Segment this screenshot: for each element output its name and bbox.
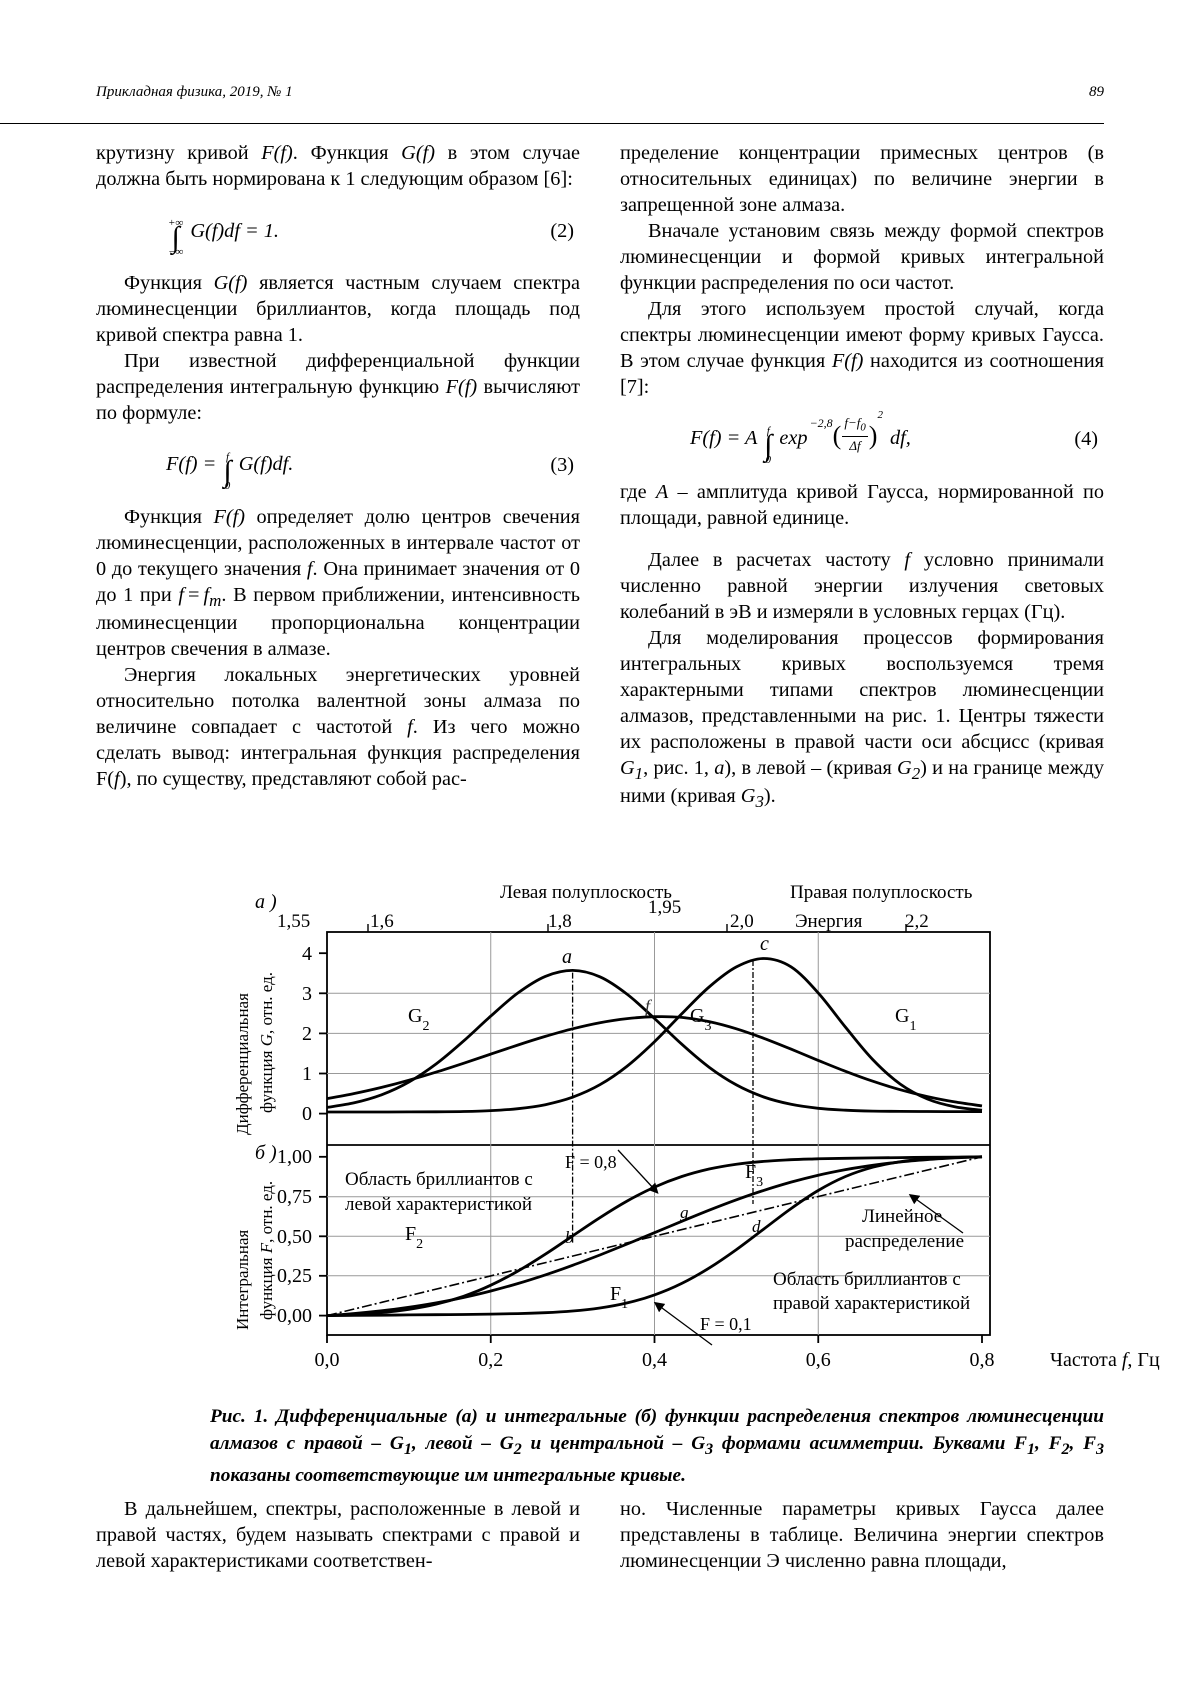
svg-text:4: 4 — [302, 943, 312, 965]
svg-text:0,50: 0,50 — [277, 1226, 312, 1248]
svg-text:G1: G1 — [895, 1005, 916, 1034]
svg-text:0: 0 — [302, 1103, 312, 1125]
svg-text:Левая полуплоскость: Левая полуплоскость — [500, 882, 672, 903]
svg-text:G2: G2 — [408, 1005, 429, 1034]
svg-text:правой характеристикой: правой характеристикой — [773, 1293, 970, 1314]
svg-text:F = 0,1: F = 0,1 — [700, 1314, 752, 1334]
svg-text:Область бриллиантов с: Область бриллиантов с — [345, 1169, 533, 1190]
svg-text:0,00: 0,00 — [277, 1305, 312, 1327]
svg-text:2,2: 2,2 — [905, 911, 929, 932]
svg-text:Энергия: Энергия — [795, 911, 863, 932]
svg-text:а ): а ) — [255, 891, 277, 913]
svg-text:g: g — [680, 1203, 689, 1222]
svg-text:2,0: 2,0 — [730, 911, 754, 932]
svg-text:1,8: 1,8 — [548, 911, 572, 932]
svg-text:функция F, отн. ед.: функция F, отн. ед. — [257, 1181, 276, 1320]
svg-text:3: 3 — [302, 983, 312, 1005]
svg-text:Область бриллиантов с: Область бриллиантов с — [773, 1269, 961, 1290]
svg-text:F = 0,8: F = 0,8 — [565, 1152, 617, 1172]
svg-text:распределение: распределение — [845, 1231, 964, 1252]
svg-text:0,25: 0,25 — [277, 1265, 312, 1287]
svg-text:f: f — [645, 996, 653, 1016]
svg-text:F2: F2 — [405, 1223, 423, 1252]
svg-text:c: c — [760, 933, 769, 955]
svg-text:1: 1 — [302, 1063, 312, 1085]
svg-text:0,0: 0,0 — [315, 1349, 340, 1371]
svg-text:Правая полуплоскость: Правая полуплоскость — [790, 882, 973, 903]
svg-text:Дифференциальная: Дифференциальная — [233, 993, 252, 1135]
svg-text:Интегральная: Интегральная — [233, 1230, 252, 1330]
svg-text:b: b — [565, 1228, 574, 1247]
svg-text:0,4: 0,4 — [642, 1349, 667, 1371]
svg-text:a: a — [562, 946, 572, 968]
svg-text:F3: F3 — [745, 1161, 763, 1190]
svg-text:Частота f, Гц: Частота f, Гц — [1050, 1349, 1160, 1371]
svg-text:d: d — [752, 1217, 761, 1236]
svg-text:функция G, отн. ед.: функция G, отн. ед. — [257, 972, 276, 1113]
svg-text:0,8: 0,8 — [970, 1349, 995, 1371]
svg-text:0,75: 0,75 — [277, 1186, 312, 1208]
svg-text:б ): б ) — [255, 1142, 277, 1164]
svg-text:G3: G3 — [690, 1005, 711, 1034]
svg-text:1,00: 1,00 — [277, 1146, 312, 1168]
svg-text:0,2: 0,2 — [478, 1349, 503, 1371]
svg-text:0,6: 0,6 — [806, 1349, 831, 1371]
svg-text:левой характеристикой: левой характеристикой — [345, 1194, 532, 1215]
svg-text:1,55: 1,55 — [277, 911, 310, 932]
svg-text:1,6: 1,6 — [370, 911, 394, 932]
svg-text:2: 2 — [302, 1023, 312, 1045]
